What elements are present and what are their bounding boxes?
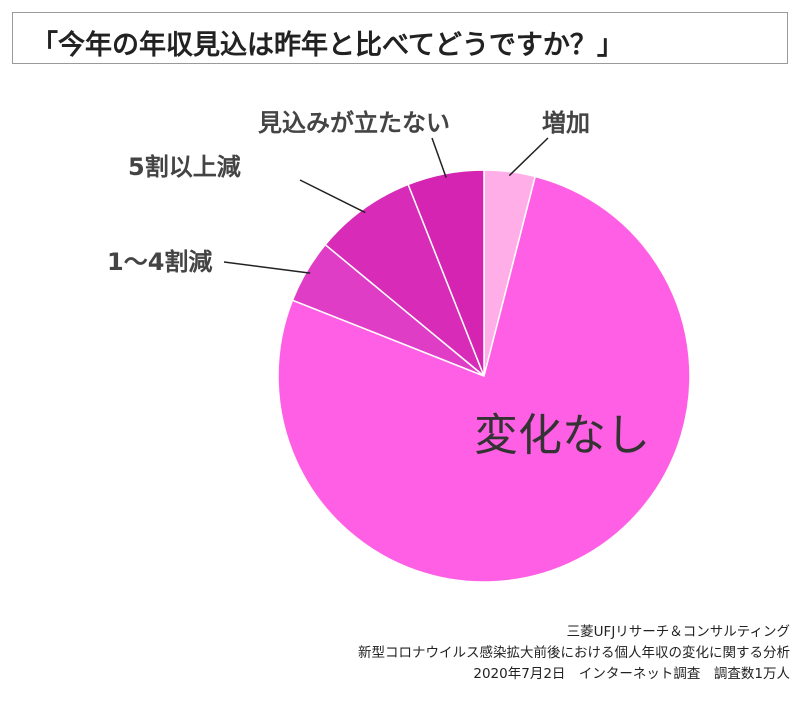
leader-line-3: [299, 179, 366, 214]
leader-line-4: [431, 137, 447, 178]
slice-label-4: 見込みが立たない: [258, 109, 450, 137]
leader-lines: [223, 137, 549, 274]
pie-slice-1: [277, 175, 691, 583]
pie-slice-3: [324, 183, 485, 377]
leader-line-0: [508, 137, 549, 177]
slice-label-1: 変化なし: [474, 410, 650, 461]
leader-line-2: [223, 261, 311, 274]
source-note: 三菱UFJリサーチ＆コンサルティング 新型コロナウイルス感染拡大前後における個人…: [358, 622, 790, 685]
source-line-2: 新型コロナウイルス感染拡大前後における個人年収の変化に関する分析: [358, 645, 790, 661]
title-box: 「今年の年収見込は昨年と比べてどうですか？」: [12, 12, 788, 64]
slice-label-0: 増加: [542, 109, 590, 137]
slice-label-3: 5割以上減: [128, 153, 241, 181]
chart-title: 「今年の年収見込は昨年と比べてどうですか？」: [31, 30, 624, 61]
source-line-1: 三菱UFJリサーチ＆コンサルティング: [566, 624, 790, 640]
pie-slices: [277, 169, 691, 583]
source-line-3: 2020年7月2日 インターネット調査 調査数1万人: [473, 666, 790, 682]
slice-label-2: 1〜4割減: [107, 248, 212, 276]
